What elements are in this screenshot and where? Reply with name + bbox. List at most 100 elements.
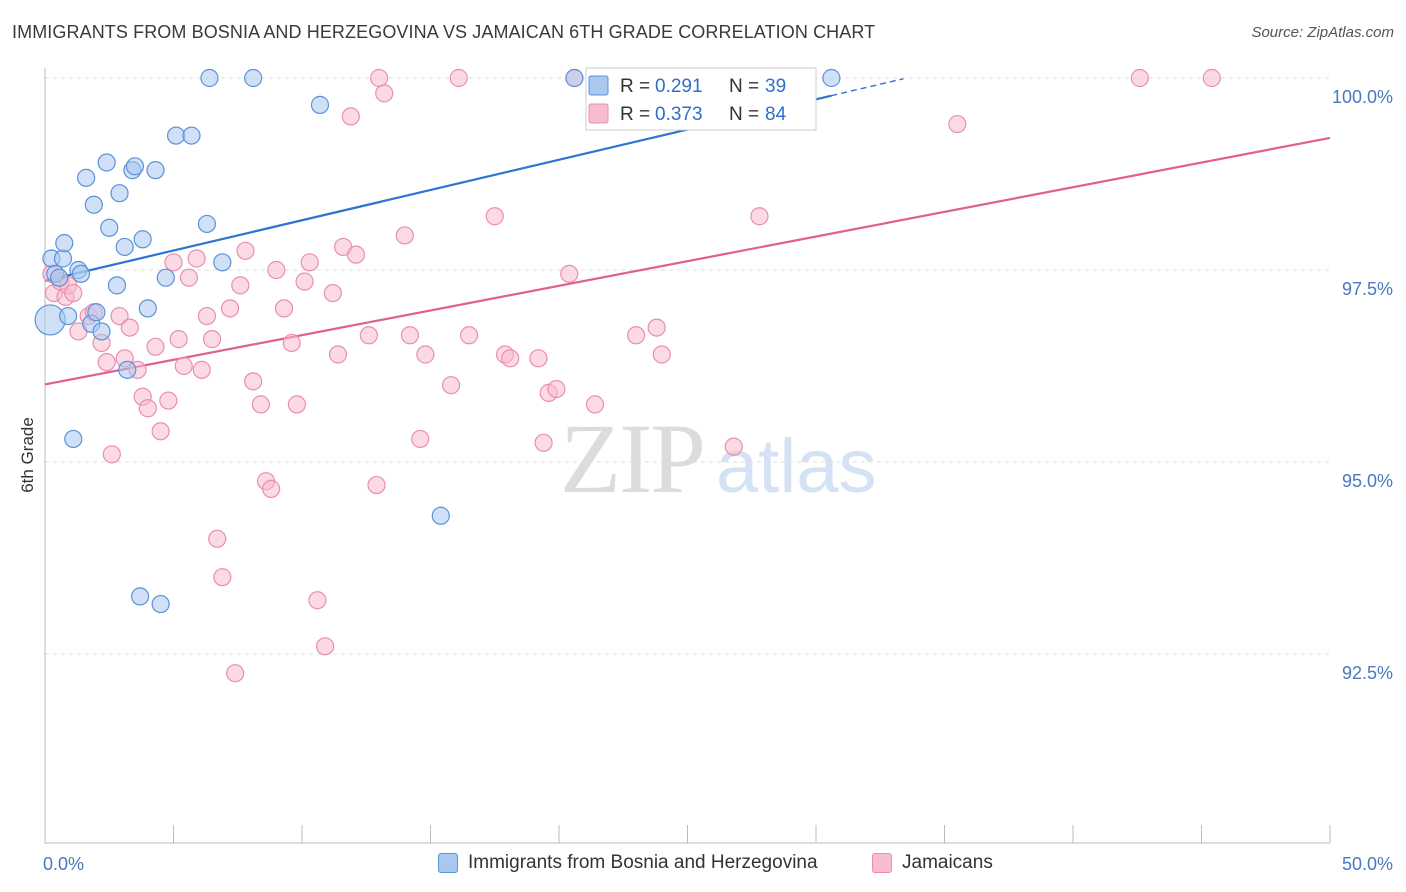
jamaicans-point-28 — [202, 330, 222, 349]
jamaicans-point-47 — [323, 283, 342, 303]
jamaicans-point-45 — [308, 591, 327, 610]
bosnia-point-34 — [244, 68, 263, 88]
jamaicans-point-10 — [97, 353, 116, 372]
jamaicans-point-25 — [187, 249, 206, 268]
x-tick-labels: 0.0% 50.0% — [43, 854, 1393, 874]
y-tick-label-1: 95.0% — [1342, 471, 1393, 491]
bosnia-point-32 — [200, 68, 219, 88]
legend-r-label-jamaicans: R = — [620, 104, 655, 125]
jamaicans-point-63 — [485, 207, 504, 226]
jamaicans-point-73 — [626, 326, 646, 345]
bosnia-point-23 — [130, 587, 150, 606]
bosnia-point-6 — [59, 306, 78, 326]
y-tick-labels: 92.5% 95.0% 97.5% 100.0% — [1332, 87, 1393, 683]
legend-r-value-jamaicans: 0.373 — [655, 104, 703, 125]
jamaicans-point-62 — [459, 326, 479, 345]
jamaicans-point-76 — [724, 437, 743, 456]
jamaicans-point-55 — [375, 84, 394, 103]
jamaicans-point-70 — [560, 264, 579, 283]
jamaicans-point-26 — [192, 360, 211, 379]
legend-bottom: Immigrants from Bosnia and Herzegovina J… — [0, 852, 1406, 876]
y-axis-label: 6th Grade — [18, 417, 37, 493]
bosnia-point-12 — [84, 195, 103, 214]
bosnia-point-16 — [100, 218, 119, 237]
legend-box: R = 0.291 N = 39 R = 0.373 N = 84 — [585, 67, 817, 131]
jamaicans-point-75 — [652, 345, 671, 364]
watermark-zip: ZIP — [560, 403, 704, 514]
jamaicans-point-69 — [547, 379, 566, 399]
bosnia-point-33 — [213, 253, 232, 272]
jamaicans-point-54 — [370, 68, 389, 88]
jamaicans-point-5 — [64, 283, 83, 303]
bosnia-point-37 — [565, 68, 584, 88]
bosnia-point-29 — [166, 126, 186, 145]
jamaicans-point-57 — [400, 326, 420, 345]
jamaicans-point-34 — [236, 241, 255, 260]
jamaicans-point-18 — [146, 337, 165, 356]
y-tick-label-3: 100.0% — [1332, 87, 1393, 107]
jamaicans-point-17 — [138, 399, 157, 418]
jamaicans-point-79 — [1130, 68, 1149, 88]
jamaicans-point-32 — [226, 664, 245, 683]
bosnia-point-5 — [55, 234, 74, 253]
legend-n-value-bosnia: 39 — [765, 76, 786, 97]
jamaicans-point-80 — [1202, 68, 1221, 88]
legend-swatch-bosnia — [438, 853, 458, 873]
y-tick-label-0: 92.5% — [1342, 663, 1393, 683]
bosnia-point-4 — [53, 249, 73, 268]
bosnia-point-17 — [107, 276, 127, 295]
jamaicans-point-38 — [262, 479, 281, 498]
bosnia-point-35 — [310, 95, 330, 114]
legend-n-label-bosnia: N = — [729, 76, 764, 97]
chart-title: IMMIGRANTS FROM BOSNIA AND HERZEGOVINA V… — [12, 22, 876, 42]
legend-n-label-jamaicans: N = — [729, 104, 764, 125]
bosnia-point-19 — [115, 237, 134, 257]
jamaicans-point-77 — [750, 207, 769, 226]
bosnia-point-38 — [822, 68, 841, 88]
jamaicans-point-39 — [267, 260, 286, 280]
jamaicans-point-51 — [346, 245, 366, 264]
bosnia-point-7 — [64, 429, 83, 449]
jamaicans-point-56 — [395, 226, 414, 245]
jamaicans-point-60 — [441, 376, 461, 395]
jamaicans-point-12 — [110, 306, 129, 326]
legend-n-value-jamaicans: 84 — [765, 104, 787, 125]
jamaicans-point-35 — [244, 372, 263, 391]
bosnia-point-14 — [92, 322, 111, 341]
jamaicans-point-43 — [295, 272, 314, 291]
bosnia-point-25 — [138, 299, 157, 318]
legend-swatch-jamaicans — [872, 853, 892, 873]
legend-item-jamaicans: Jamaicans — [872, 852, 993, 874]
jamaicans-point-22 — [169, 330, 188, 349]
jamaicans-point-31 — [220, 299, 240, 318]
jamaicans-point-46 — [316, 637, 335, 656]
jamaicans-point-74 — [647, 318, 666, 337]
jamaicans-point-27 — [197, 306, 217, 326]
jamaicans-point-48 — [328, 345, 348, 364]
jamaicans-point-23 — [174, 356, 193, 376]
jamaicans-point-42 — [287, 395, 306, 414]
jamaicans-point-66 — [529, 349, 548, 368]
jamaicans-point-67 — [534, 433, 553, 452]
jamaicans-point-44 — [300, 253, 319, 272]
series-bosnia — [34, 68, 841, 614]
jamaicans-point-40 — [274, 299, 294, 318]
legend-item-bosnia: Immigrants from Bosnia and Herzegovina — [438, 852, 818, 874]
bosnia-point-28 — [156, 268, 175, 287]
bosnia-point-10 — [77, 168, 96, 187]
legend-r-value-bosnia: 0.291 — [655, 76, 703, 97]
x-tick-label-1: 50.0% — [1342, 854, 1393, 874]
bosnia-point-30 — [182, 126, 201, 145]
bosnia-point-27 — [151, 594, 170, 614]
bosnia-point-13 — [87, 303, 106, 322]
jamaicans-point-41 — [282, 333, 301, 353]
bosnia-point-15 — [97, 153, 116, 172]
jamaicans-point-33 — [231, 276, 250, 295]
bosnia-point-3 — [50, 268, 69, 287]
jamaicans-point-19 — [151, 422, 170, 441]
bosnia-point-22 — [125, 157, 145, 176]
bosnia-point-20 — [118, 360, 137, 379]
jamaicans-point-20 — [159, 391, 178, 410]
legend-r-label-bosnia: R = — [620, 76, 655, 97]
gridlines — [45, 77, 1330, 655]
